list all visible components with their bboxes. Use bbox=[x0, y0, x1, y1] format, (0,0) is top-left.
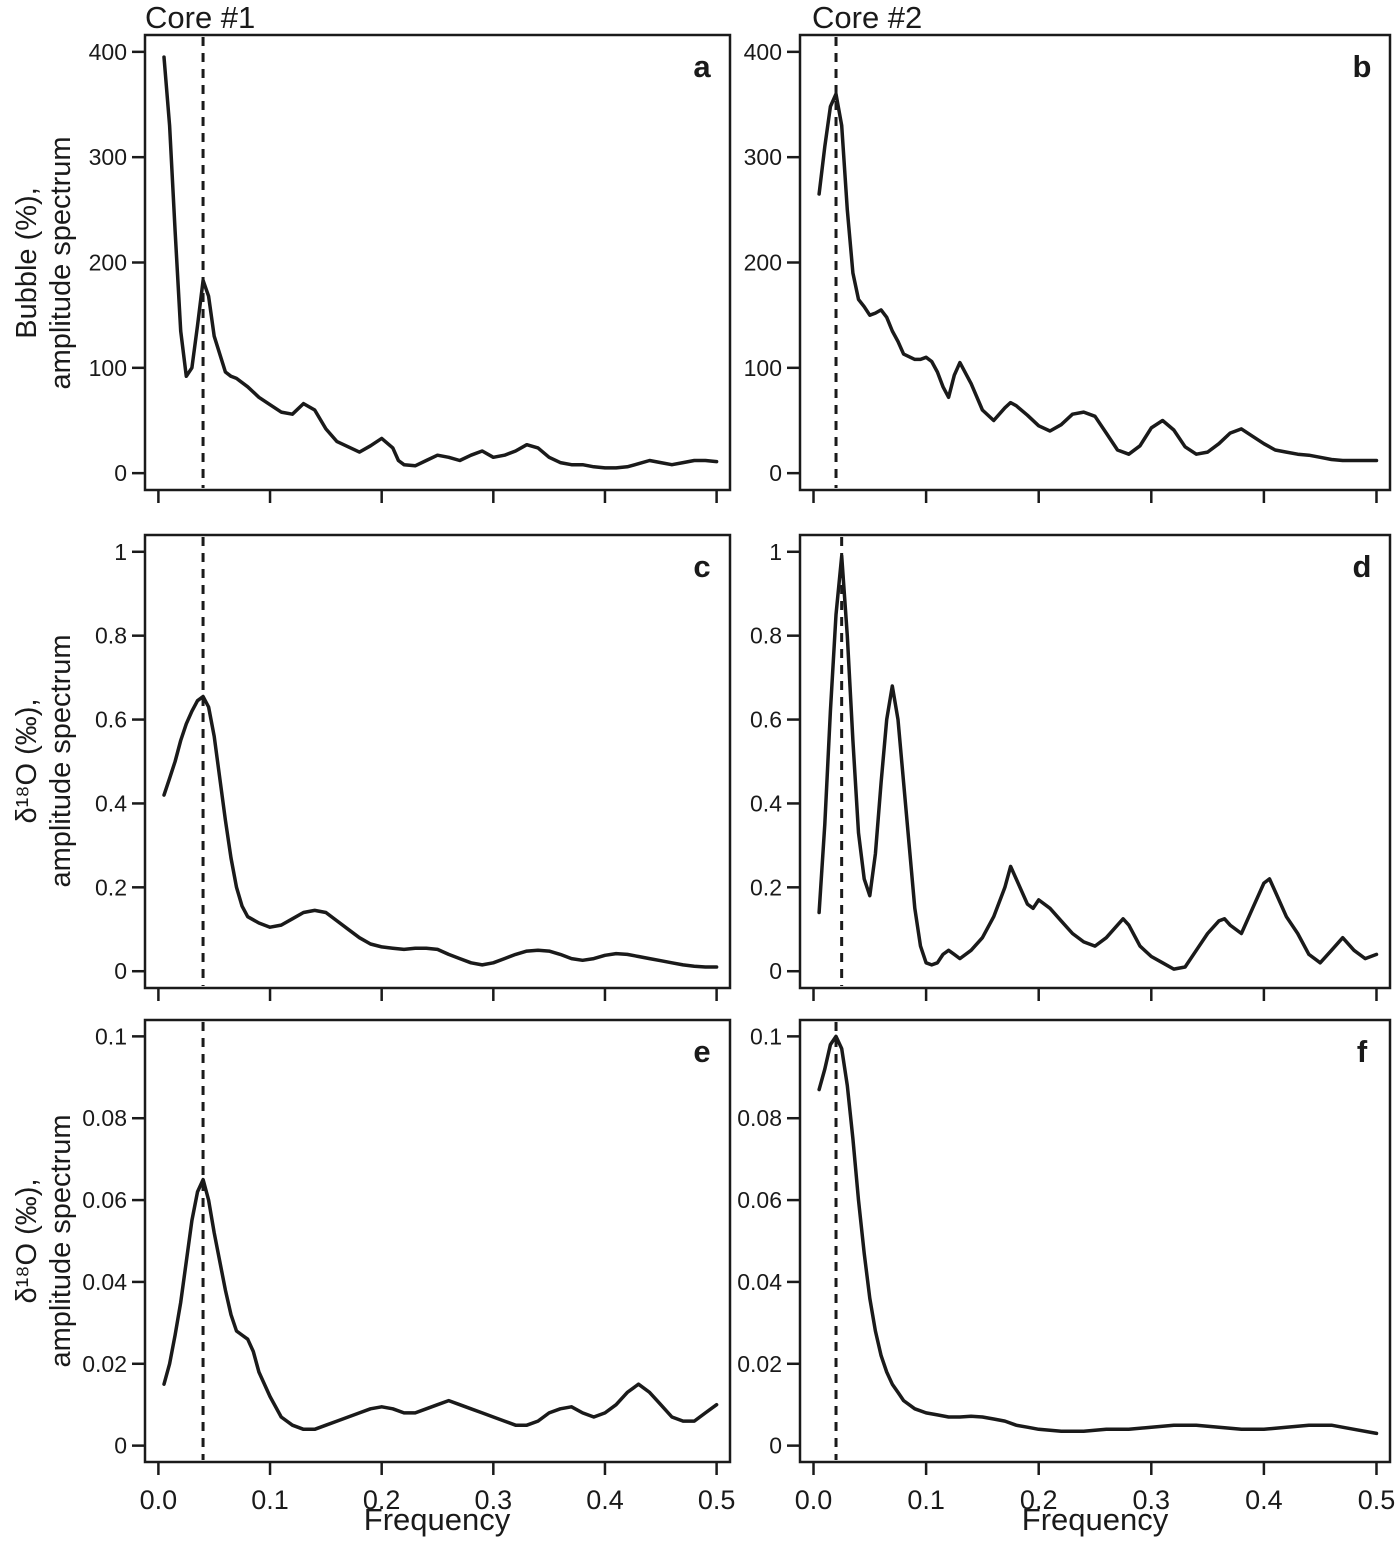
panel-d-d18o-core2: 0 0.2 0.4 0.6 0.8 1 d bbox=[750, 533, 1392, 1001]
svg-text:0: 0 bbox=[114, 460, 127, 486]
svg-text:1: 1 bbox=[769, 539, 782, 565]
svg-text:0.06: 0.06 bbox=[82, 1187, 127, 1213]
svg-text:b: b bbox=[1353, 49, 1372, 84]
xlabel-frequency-right: Frequency bbox=[1021, 1502, 1169, 1537]
svg-text:400: 400 bbox=[744, 39, 782, 65]
svg-text:0.2: 0.2 bbox=[363, 1485, 401, 1515]
svg-text:0.1: 0.1 bbox=[251, 1485, 289, 1515]
svg-text:0.06: 0.06 bbox=[737, 1187, 782, 1213]
svg-text:0.02: 0.02 bbox=[82, 1351, 127, 1377]
panel-a-bubble-core1: 0 100 200 300 400 a bbox=[89, 33, 732, 503]
svg-text:a: a bbox=[693, 49, 711, 84]
svg-text:0.5: 0.5 bbox=[698, 1485, 736, 1515]
svg-text:f: f bbox=[1357, 1034, 1368, 1069]
svg-text:300: 300 bbox=[89, 144, 127, 170]
svg-text:0.02: 0.02 bbox=[737, 1351, 782, 1377]
svg-text:0.08: 0.08 bbox=[82, 1105, 127, 1131]
svg-text:0.04: 0.04 bbox=[82, 1269, 127, 1295]
svg-text:0.4: 0.4 bbox=[586, 1485, 624, 1515]
ylabel-row3: δ¹⁸O (‰), amplitude spectrum bbox=[10, 1114, 78, 1367]
svg-text:0.2: 0.2 bbox=[95, 874, 127, 900]
svg-text:200: 200 bbox=[744, 250, 782, 276]
ylabel-row3-line1: δ¹⁸O (‰), bbox=[11, 1178, 43, 1304]
svg-text:0.2: 0.2 bbox=[1020, 1485, 1058, 1515]
svg-text:0.8: 0.8 bbox=[750, 623, 782, 649]
column-title-core1: Core #1 bbox=[145, 0, 256, 35]
svg-text:0: 0 bbox=[769, 958, 782, 984]
svg-text:0: 0 bbox=[769, 460, 782, 486]
svg-text:0.6: 0.6 bbox=[95, 707, 127, 733]
svg-text:0.8: 0.8 bbox=[95, 623, 127, 649]
svg-text:100: 100 bbox=[744, 355, 782, 381]
svg-text:0.6: 0.6 bbox=[750, 707, 782, 733]
column-title-core2: Core #2 bbox=[812, 0, 923, 35]
svg-text:e: e bbox=[693, 1034, 710, 1069]
xlabel-frequency-left: Frequency bbox=[363, 1502, 511, 1537]
svg-text:0.0: 0.0 bbox=[795, 1485, 833, 1515]
svg-text:d: d bbox=[1353, 549, 1372, 584]
svg-text:0: 0 bbox=[114, 958, 127, 984]
svg-text:400: 400 bbox=[89, 39, 127, 65]
ylabel-row3-line2: amplitude spectrum bbox=[45, 1114, 77, 1368]
svg-text:c: c bbox=[693, 549, 710, 584]
svg-text:0.08: 0.08 bbox=[737, 1105, 782, 1131]
svg-text:0.04: 0.04 bbox=[737, 1269, 782, 1295]
svg-text:0.4: 0.4 bbox=[750, 790, 782, 816]
panel-f-d18o-core2: 0.0 0.1 0.2 0.3 0.4 0.5 0 0.02 0.04 0.06 0.08 0.1 f bbox=[737, 1018, 1396, 1515]
svg-text:0: 0 bbox=[114, 1433, 127, 1459]
svg-text:0.3: 0.3 bbox=[1133, 1485, 1171, 1515]
svg-text:0.1: 0.1 bbox=[907, 1485, 945, 1515]
svg-text:0: 0 bbox=[769, 1433, 782, 1459]
svg-text:0.1: 0.1 bbox=[95, 1023, 127, 1049]
ylabel-row1: Bubble (%), amplitude spectrum bbox=[10, 136, 78, 389]
svg-text:100: 100 bbox=[89, 355, 127, 381]
ylabel-row2-line1: δ¹⁸O (‰), bbox=[11, 698, 43, 824]
svg-text:0.5: 0.5 bbox=[1358, 1485, 1396, 1515]
ylabel-row1-line1: Bubble (%), bbox=[11, 187, 43, 339]
ylabel-row1-line2: amplitude spectrum bbox=[45, 136, 77, 390]
svg-text:0.0: 0.0 bbox=[140, 1485, 178, 1515]
svg-text:0.2: 0.2 bbox=[750, 874, 782, 900]
svg-text:300: 300 bbox=[744, 144, 782, 170]
svg-text:0.3: 0.3 bbox=[475, 1485, 513, 1515]
svg-text:1: 1 bbox=[114, 539, 127, 565]
panel-c-d18o-core1: 0 0.2 0.4 0.6 0.8 1 c bbox=[95, 533, 732, 1001]
svg-text:200: 200 bbox=[89, 250, 127, 276]
panel-b-bubble-core2: 0 100 200 300 400 b bbox=[744, 33, 1392, 503]
ylabel-row2: δ¹⁸O (‰), amplitude spectrum bbox=[10, 634, 78, 887]
panel-e-d18o-core1: 0.0 0.1 0.2 0.3 0.4 0.5 0 0.02 0.04 0.06 0.08 0.1 e bbox=[82, 1018, 736, 1515]
svg-text:0.4: 0.4 bbox=[95, 790, 127, 816]
svg-text:0.4: 0.4 bbox=[1245, 1485, 1283, 1515]
ylabel-row2-line2: amplitude spectrum bbox=[45, 634, 77, 888]
svg-text:0.1: 0.1 bbox=[750, 1023, 782, 1049]
